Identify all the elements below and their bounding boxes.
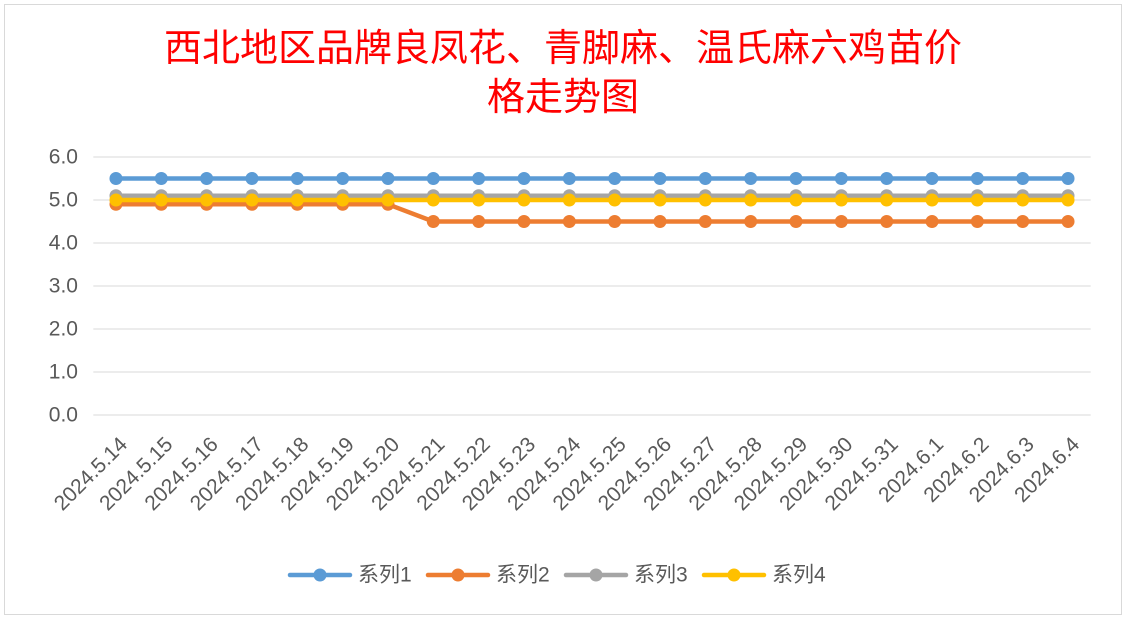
chart-title-line-1: 西北地区品牌良凤花、青脚麻、温氏麻六鸡苗价 (164, 26, 962, 70)
y-tick-label: 6.0 (49, 146, 78, 169)
series-2-point (426, 215, 440, 228)
y-tick-label: 2.0 (49, 318, 78, 341)
series-1-point (744, 172, 758, 185)
series-2-point (834, 215, 848, 228)
series-4-point (880, 193, 894, 207)
series-1-point (290, 172, 304, 185)
chart-title-line-2: 格走势图 (487, 75, 639, 119)
legend-item-series-3: 系列3 (563, 564, 688, 587)
series-1-point (1016, 172, 1030, 185)
y-tick-label: 3.0 (49, 275, 78, 298)
series-4-point (789, 193, 803, 207)
legend-marker (727, 568, 741, 582)
series-1-point (336, 172, 350, 185)
series-1-point (698, 172, 712, 185)
series-4-point (970, 193, 984, 207)
series-4-point (336, 193, 350, 207)
y-tick-label: 5.0 (49, 189, 78, 212)
y-axis-labels: 0.0 1.0 2.0 3.0 4.0 5.0 6.0 (49, 146, 78, 427)
series-4-point (698, 193, 712, 207)
series-4-point (653, 193, 667, 207)
series-2-point (608, 215, 622, 228)
series-4-point (834, 193, 848, 207)
series-2-point (562, 215, 576, 228)
series-2-point (880, 215, 894, 228)
series-2-line (113, 202, 1071, 224)
series-1-point (925, 172, 939, 185)
series-4-point (109, 193, 123, 207)
series-4-point (1061, 193, 1075, 207)
series-1-point (653, 172, 667, 185)
series-1-point (517, 172, 531, 185)
series-2-point (789, 215, 803, 228)
series-1-point (789, 172, 803, 185)
series-1-point (426, 172, 440, 185)
legend-item-series-4: 系列4 (701, 564, 826, 587)
series-4-point (472, 193, 486, 207)
series-1 (109, 172, 1075, 185)
series-1-point (245, 172, 259, 185)
chart-area (4, 4, 1122, 615)
series-1-point (880, 172, 894, 185)
series-2-point (925, 215, 939, 228)
y-tick-label: 0.0 (49, 404, 78, 427)
series-1-point (834, 172, 848, 185)
series-4-point (426, 193, 440, 207)
series-1-point (1061, 172, 1075, 185)
series-4-point (925, 193, 939, 207)
y-tick-label: 1.0 (49, 361, 78, 384)
series-2-point (744, 215, 758, 228)
legend-label: 系列4 (772, 564, 826, 587)
legend-marker (589, 568, 603, 582)
legend-item-series-2: 系列2 (425, 564, 550, 587)
series-4-point (517, 193, 531, 207)
series-2-point (653, 215, 667, 228)
series-1-point (472, 172, 486, 185)
legend-label: 系列1 (358, 564, 412, 587)
series-4-point (200, 193, 214, 207)
series-1-point (608, 172, 622, 185)
series-2-point (698, 215, 712, 228)
series-4-point (744, 193, 758, 207)
legend-label: 系列3 (634, 564, 688, 587)
series-2-point (517, 215, 531, 228)
series-2-point (472, 215, 486, 228)
series-4-point (381, 193, 395, 207)
series-1-point (109, 172, 123, 185)
legend-item-series-1: 系列1 (287, 564, 412, 587)
series-4-point (562, 193, 576, 207)
series-1-point (154, 172, 168, 185)
legend-label: 系列2 (496, 564, 550, 587)
series-4 (109, 193, 1075, 207)
legend: 系列1 系列2 系列3 系列4 (287, 564, 826, 587)
y-tick-label: 4.0 (49, 232, 78, 255)
series-4-point (245, 193, 259, 207)
series-2-point (1061, 215, 1075, 228)
series-2-point (1016, 215, 1030, 228)
series-1-point (381, 172, 395, 185)
series-2-point (970, 215, 984, 228)
series-4-point (154, 193, 168, 207)
plot-series (109, 172, 1075, 228)
legend-marker (313, 568, 327, 582)
series-1-point (562, 172, 576, 185)
series-1-point (970, 172, 984, 185)
series-4-point (290, 193, 304, 207)
legend-marker (451, 568, 465, 582)
series-4-point (608, 193, 622, 207)
series-4-point (1016, 193, 1030, 207)
series-1-point (200, 172, 214, 185)
chart-title: 西北地区品牌良凤花、青脚麻、温氏麻六鸡苗价 格走势图 (164, 26, 962, 119)
